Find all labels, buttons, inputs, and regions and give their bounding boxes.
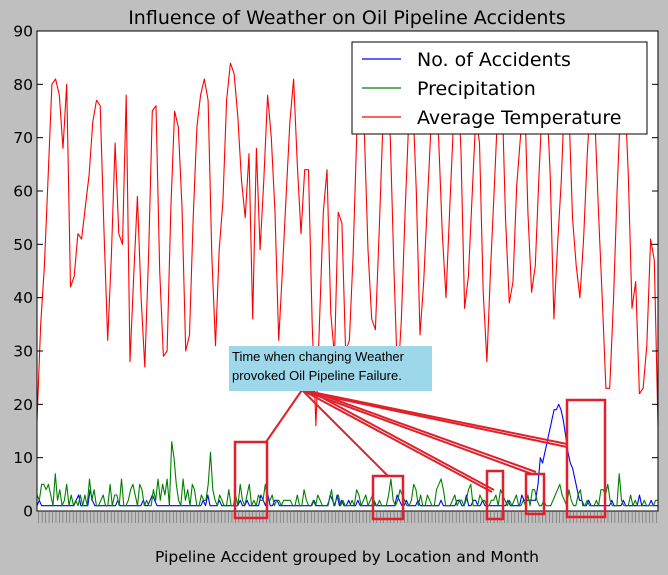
x-axis-ticks	[38, 511, 657, 523]
y-tick-label: 30	[13, 343, 33, 361]
annotation-callout: Time when changing Weather provoked Oil …	[229, 346, 432, 391]
highlight-box-1	[233, 440, 269, 520]
highlight-box-3	[485, 469, 505, 521]
series-layer	[36, 62, 659, 507]
annotation-line-1: Time when changing Weather	[232, 349, 405, 364]
y-tick-label: 40	[13, 289, 33, 307]
x-axis-label: Pipeline Accident grouped by Location an…	[155, 548, 539, 566]
y-tick-label: 10	[13, 449, 33, 467]
y-tick-label: 60	[13, 183, 33, 201]
series-line-average-temperature	[36, 62, 659, 427]
y-tick-label: 80	[13, 76, 33, 94]
y-tick-label: 90	[13, 23, 33, 41]
highlight-box-4	[524, 472, 546, 516]
legend-box	[351, 41, 648, 135]
series-line-precipitation	[36, 441, 658, 507]
y-axis: 0 10 20 30 40 50 60 70 80 90	[13, 23, 658, 521]
chart-title: Influence of Weather on Oil Pipeline Acc…	[128, 7, 566, 29]
y-tick-label: 20	[13, 396, 33, 414]
highlight-layer	[233, 389, 607, 521]
y-tick-label: 0	[23, 503, 33, 521]
legend-label-temperature: Average Temperature	[417, 107, 621, 129]
annotation-line-2: provoked Oil Pipeline Failure.	[232, 368, 402, 383]
y-tick-label: 70	[13, 129, 33, 147]
annotation-connectors	[265, 389, 568, 493]
annotation-box	[229, 346, 432, 391]
highlight-box-5	[565, 398, 607, 519]
legend: No. of Accidents Precipitation Average T…	[351, 41, 648, 135]
plot-frame	[36, 30, 659, 512]
series-line-no-of-accidents	[36, 403, 658, 507]
y-tick-label: 50	[13, 236, 33, 254]
legend-label-precipitation: Precipitation	[417, 78, 536, 100]
legend-label-accidents: No. of Accidents	[417, 49, 571, 71]
